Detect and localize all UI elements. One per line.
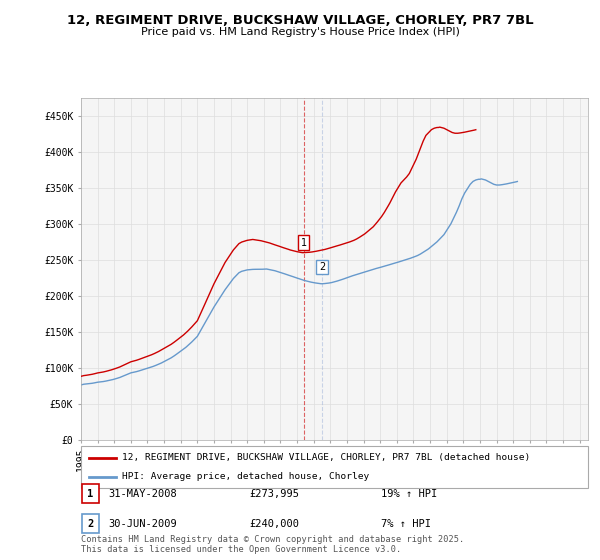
Text: 12, REGIMENT DRIVE, BUCKSHAW VILLAGE, CHORLEY, PR7 7BL: 12, REGIMENT DRIVE, BUCKSHAW VILLAGE, CH…: [67, 14, 533, 27]
Text: 1: 1: [301, 237, 307, 248]
Text: 31-MAY-2008: 31-MAY-2008: [108, 489, 177, 499]
Text: 2: 2: [88, 519, 94, 529]
Text: 1: 1: [88, 489, 94, 499]
Text: HPI: Average price, detached house, Chorley: HPI: Average price, detached house, Chor…: [122, 473, 369, 482]
Text: £240,000: £240,000: [249, 519, 299, 529]
Text: 7% ↑ HPI: 7% ↑ HPI: [381, 519, 431, 529]
Text: 30-JUN-2009: 30-JUN-2009: [108, 519, 177, 529]
Text: 12, REGIMENT DRIVE, BUCKSHAW VILLAGE, CHORLEY, PR7 7BL (detached house): 12, REGIMENT DRIVE, BUCKSHAW VILLAGE, CH…: [122, 453, 530, 462]
Text: Price paid vs. HM Land Registry's House Price Index (HPI): Price paid vs. HM Land Registry's House …: [140, 27, 460, 37]
Text: 19% ↑ HPI: 19% ↑ HPI: [381, 489, 437, 499]
Text: 2: 2: [319, 262, 325, 272]
Text: £273,995: £273,995: [249, 489, 299, 499]
Text: Contains HM Land Registry data © Crown copyright and database right 2025.
This d: Contains HM Land Registry data © Crown c…: [81, 535, 464, 554]
